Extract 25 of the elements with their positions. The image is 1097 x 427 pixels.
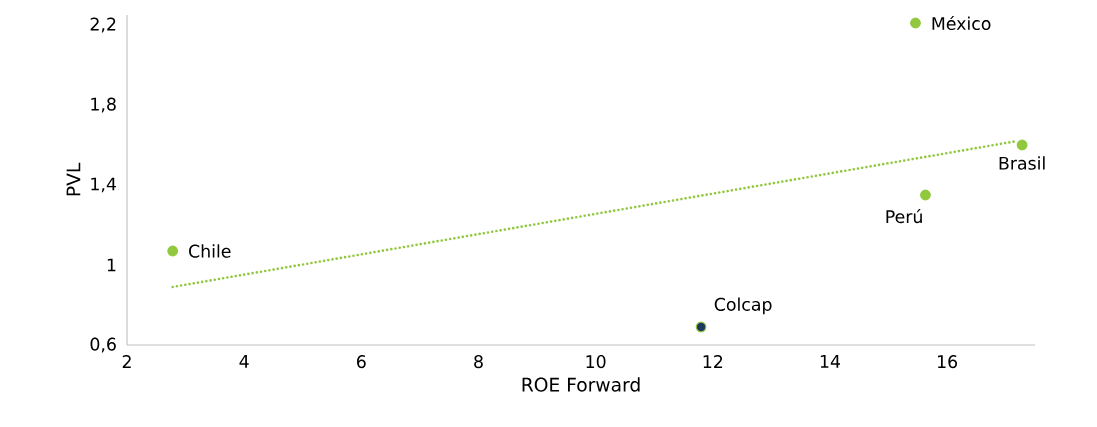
annotation: Brasil bbox=[999, 156, 1045, 170]
x-axis-title: ROE Forward bbox=[522, 377, 640, 392]
x-tick-label: 10 bbox=[586, 355, 606, 369]
point bbox=[167, 245, 179, 257]
y-tick-label: 1,4 bbox=[91, 177, 116, 193]
x-tick-label: 4 bbox=[239, 355, 249, 368]
x-tick-label: 16 bbox=[938, 355, 958, 369]
x-tick-label: 6 bbox=[357, 355, 366, 369]
point bbox=[695, 321, 707, 333]
y-tick-label: 1,8 bbox=[91, 97, 116, 113]
y-axis-title: PVL bbox=[66, 162, 81, 196]
y-tick-label: 1 bbox=[107, 258, 116, 272]
annotation: Perú bbox=[886, 209, 922, 224]
x-tick-label: 14 bbox=[820, 355, 841, 368]
point bbox=[1016, 139, 1028, 151]
point bbox=[920, 189, 931, 201]
x-tick-label: 8 bbox=[474, 355, 483, 369]
annotation: Chile bbox=[189, 244, 231, 258]
x-tick-label: 2 bbox=[122, 355, 131, 368]
point bbox=[910, 17, 921, 29]
x-tick-label: 12 bbox=[703, 355, 723, 368]
annotation: Colcap bbox=[714, 297, 772, 315]
annotation: México bbox=[932, 15, 991, 31]
y-tick-label: 2,2 bbox=[90, 17, 116, 33]
y-tick-label: 0,6 bbox=[90, 337, 116, 353]
